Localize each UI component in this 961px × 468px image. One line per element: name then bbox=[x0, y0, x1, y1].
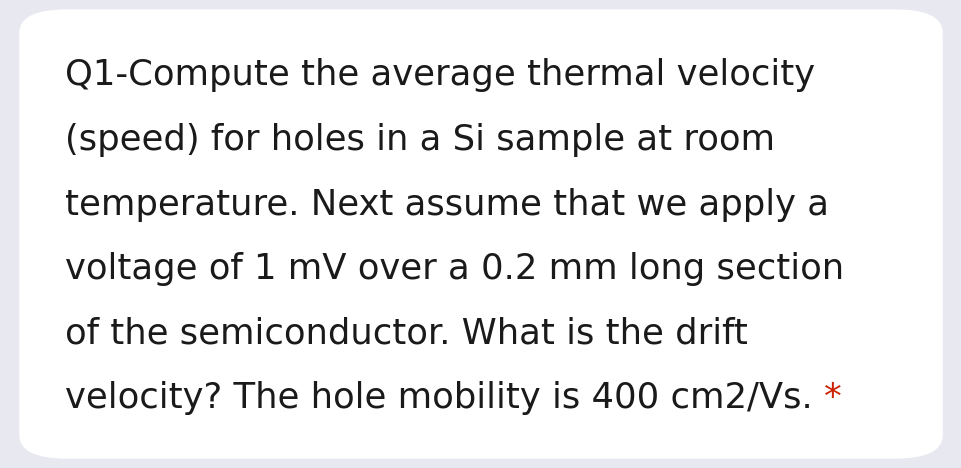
Text: Q1-Compute the average thermal velocity: Q1-Compute the average thermal velocity bbox=[65, 58, 815, 93]
Text: *: * bbox=[824, 381, 841, 416]
Text: (speed) for holes in a Si sample at room: (speed) for holes in a Si sample at room bbox=[65, 123, 775, 157]
Text: of the semiconductor. What is the drift: of the semiconductor. What is the drift bbox=[65, 317, 748, 351]
Text: velocity? The hole mobility is 400 cm2/Vs.: velocity? The hole mobility is 400 cm2/V… bbox=[65, 381, 812, 416]
Text: temperature. Next assume that we apply a: temperature. Next assume that we apply a bbox=[65, 188, 828, 222]
Text: velocity? The hole mobility is 400 cm2/Vs.: velocity? The hole mobility is 400 cm2/V… bbox=[65, 381, 824, 416]
Text: voltage of 1 mV over a 0.2 mm long section: voltage of 1 mV over a 0.2 mm long secti… bbox=[65, 252, 844, 286]
